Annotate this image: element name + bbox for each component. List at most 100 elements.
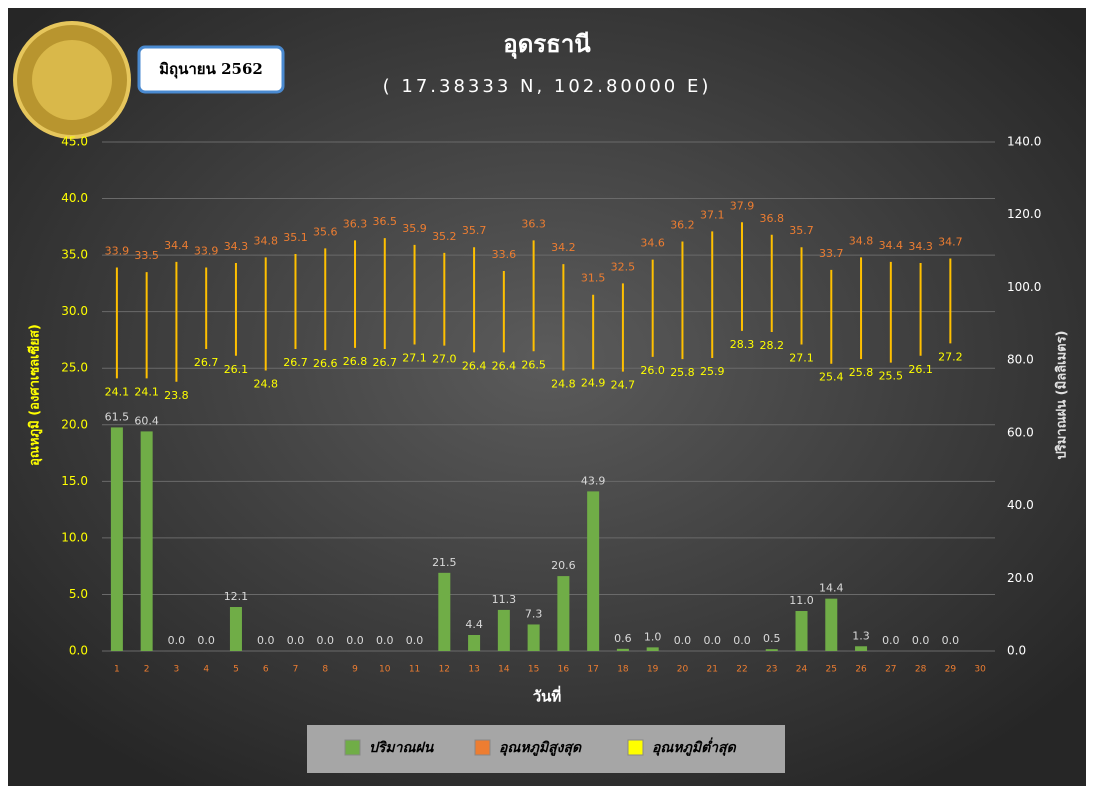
x-axis-title: วันที่ bbox=[533, 686, 562, 706]
x-tick-label: 17 bbox=[587, 665, 598, 675]
min-label: 25.8 bbox=[849, 366, 874, 379]
y-tick-label: 45.0 bbox=[61, 135, 88, 149]
y2-tick-label: 100.0 bbox=[1007, 280, 1041, 294]
rain-bar bbox=[616, 648, 629, 651]
y2-tick-label: 0.0 bbox=[1007, 644, 1026, 658]
legend bbox=[307, 725, 785, 773]
max-label: 36.3 bbox=[343, 217, 368, 230]
rain-label: 0.0 bbox=[912, 634, 930, 647]
y-axis-title: อุณหภูมิ (องศาเซลเซียส) bbox=[27, 324, 43, 466]
y-tick-label: 10.0 bbox=[61, 530, 88, 544]
max-label: 36.5 bbox=[373, 215, 398, 228]
rain-bar bbox=[110, 427, 123, 651]
max-label: 31.5 bbox=[581, 272, 606, 285]
min-label: 24.1 bbox=[134, 385, 159, 398]
x-tick-label: 9 bbox=[352, 665, 358, 675]
x-tick-label: 13 bbox=[468, 665, 479, 675]
rain-label: 0.0 bbox=[168, 634, 186, 647]
x-tick-label: 16 bbox=[558, 665, 570, 675]
max-label: 33.7 bbox=[819, 247, 844, 260]
max-label: 33.6 bbox=[492, 248, 517, 261]
y2-tick-label: 60.0 bbox=[1007, 425, 1034, 439]
min-label: 27.2 bbox=[938, 350, 963, 363]
rain-label: 0.5 bbox=[763, 632, 781, 645]
y2-tick-label: 20.0 bbox=[1007, 571, 1034, 585]
rain-label: 0.0 bbox=[942, 634, 960, 647]
y2-tick-label: 140.0 bbox=[1007, 135, 1041, 149]
rain-label: 0.0 bbox=[287, 634, 305, 647]
x-tick-label: 11 bbox=[409, 665, 420, 675]
rain-bar bbox=[765, 649, 778, 651]
max-label: 33.9 bbox=[194, 245, 219, 258]
x-tick-label: 22 bbox=[736, 665, 747, 675]
x-tick-label: 3 bbox=[174, 665, 180, 675]
x-tick-label: 27 bbox=[885, 665, 896, 675]
max-label: 37.9 bbox=[730, 199, 755, 212]
min-label: 26.6 bbox=[313, 357, 338, 370]
y-tick-label: 5.0 bbox=[69, 587, 88, 601]
rain-label: 1.3 bbox=[852, 629, 870, 642]
rain-bar bbox=[795, 611, 808, 651]
legend-label: อุณหภูมิสูงสุด bbox=[499, 740, 582, 756]
x-tick-label: 14 bbox=[498, 665, 510, 675]
max-label: 37.1 bbox=[700, 208, 725, 221]
min-label: 25.8 bbox=[670, 366, 695, 379]
max-label: 35.6 bbox=[313, 225, 338, 238]
max-label: 35.9 bbox=[402, 222, 427, 235]
x-tick-label: 1 bbox=[114, 665, 120, 675]
rain-bar bbox=[468, 635, 481, 651]
max-label: 35.7 bbox=[462, 224, 487, 237]
x-tick-label: 25 bbox=[826, 665, 837, 675]
x-tick-label: 28 bbox=[915, 665, 927, 675]
x-tick-label: 24 bbox=[796, 665, 808, 675]
rain-label: 0.0 bbox=[406, 634, 424, 647]
min-label: 26.5 bbox=[521, 358, 546, 371]
y-tick-label: 40.0 bbox=[61, 191, 88, 205]
rain-label: 43.9 bbox=[581, 474, 606, 487]
rain-bar bbox=[646, 647, 659, 651]
max-label: 34.4 bbox=[164, 239, 189, 252]
min-label: 24.8 bbox=[551, 377, 576, 390]
max-label: 34.8 bbox=[849, 234, 874, 247]
min-label: 24.1 bbox=[105, 385, 130, 398]
min-label: 26.1 bbox=[224, 363, 249, 376]
legend-swatch bbox=[344, 739, 361, 756]
rain-label: 0.0 bbox=[733, 634, 751, 647]
y2-axis-title: ปริมาณฝน (มิลลิเมตร) bbox=[1055, 330, 1070, 459]
max-label: 34.8 bbox=[253, 234, 278, 247]
max-label: 34.6 bbox=[640, 237, 665, 250]
max-label: 34.3 bbox=[908, 240, 933, 253]
rain-bar bbox=[497, 609, 510, 651]
rain-label: 0.6 bbox=[614, 632, 632, 645]
rain-label: 0.0 bbox=[346, 634, 364, 647]
x-tick-label: 10 bbox=[379, 665, 391, 675]
rain-label: 0.0 bbox=[197, 634, 215, 647]
background bbox=[8, 8, 1086, 786]
y2-tick-label: 120.0 bbox=[1007, 207, 1041, 221]
min-label: 25.4 bbox=[819, 371, 844, 384]
rain-label: 0.0 bbox=[674, 634, 692, 647]
rain-label: 11.3 bbox=[492, 593, 517, 606]
legend-swatch bbox=[627, 739, 644, 756]
min-label: 25.5 bbox=[879, 370, 904, 383]
max-label: 33.5 bbox=[134, 249, 159, 262]
min-label: 26.1 bbox=[908, 363, 933, 376]
rain-label: 21.5 bbox=[432, 556, 457, 569]
min-label: 28.2 bbox=[760, 339, 785, 352]
chart-title: อุดรธานี bbox=[503, 30, 591, 60]
min-label: 27.0 bbox=[432, 353, 457, 366]
legend-swatch bbox=[474, 739, 491, 756]
min-label: 26.7 bbox=[283, 356, 308, 369]
rain-label: 14.4 bbox=[819, 582, 844, 595]
rain-bar bbox=[229, 607, 242, 651]
x-tick-label: 7 bbox=[293, 665, 299, 675]
min-label: 26.7 bbox=[194, 356, 219, 369]
rain-bar bbox=[825, 598, 838, 651]
max-label: 33.9 bbox=[105, 245, 130, 258]
y2-tick-label: 40.0 bbox=[1007, 498, 1034, 512]
rain-bar bbox=[587, 491, 600, 651]
x-tick-label: 12 bbox=[439, 665, 450, 675]
rain-bar bbox=[140, 431, 153, 651]
